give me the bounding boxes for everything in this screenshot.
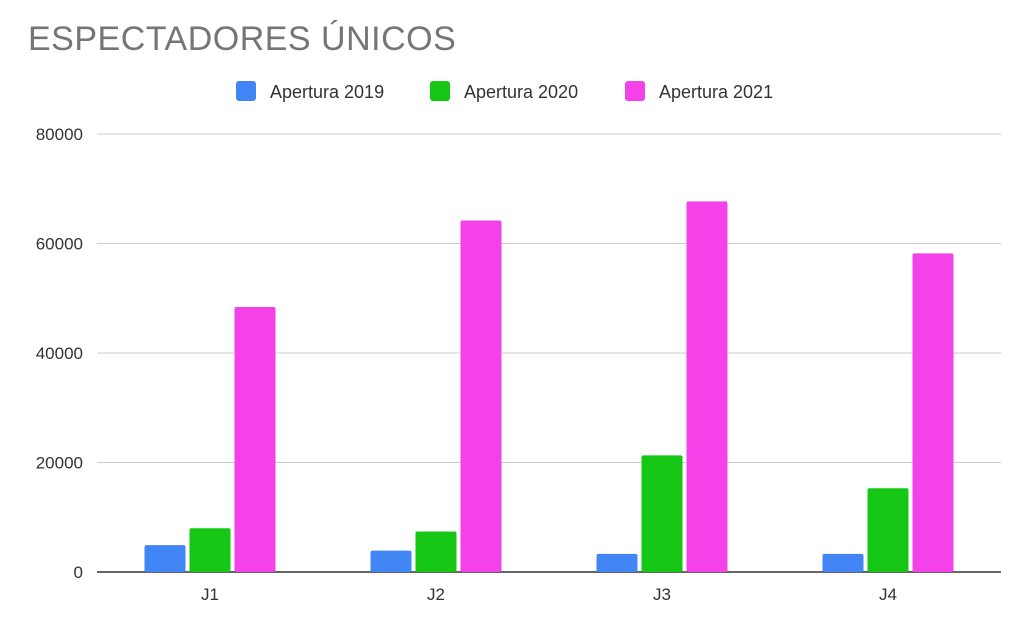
bar-j1-series-1 — [144, 545, 186, 572]
bar-j3-series-2 — [641, 455, 683, 572]
legend-label: Apertura 2021 — [659, 82, 773, 102]
bar-j3-series-1 — [596, 553, 638, 572]
chart-title: ESPECTADORES ÚNICOS — [28, 20, 457, 58]
y-tick-label: 60000 — [36, 235, 83, 254]
legend-label: Apertura 2019 — [270, 82, 384, 102]
legend-label: Apertura 2020 — [464, 82, 578, 102]
bar-j1-series-3 — [234, 307, 276, 572]
y-tick-label: 80000 — [36, 125, 83, 144]
legend: Apertura 2019 Apertura 2020 Apertura 2021 — [236, 81, 773, 102]
y-tick-label: 0 — [74, 563, 83, 582]
x-tick-label: J2 — [427, 585, 445, 604]
legend-swatch — [236, 81, 256, 101]
x-axis-ticks: J1 J2 J3 J4 — [201, 585, 897, 604]
y-tick-label: 20000 — [36, 454, 83, 473]
bar-j4-series-1 — [822, 553, 864, 572]
bar-j1-series-2 — [189, 528, 231, 572]
y-axis-ticks: 0 20000 40000 60000 80000 — [36, 125, 83, 582]
gridlines — [97, 133, 1001, 573]
bar-j3-series-3 — [686, 201, 728, 572]
bar-j2-series-3 — [460, 220, 502, 572]
x-tick-label: J3 — [653, 585, 671, 604]
bar-j4-series-2 — [867, 488, 909, 572]
legend-swatch — [625, 81, 645, 101]
bars — [144, 201, 954, 573]
y-tick-label: 40000 — [36, 344, 83, 363]
legend-swatch — [430, 81, 450, 101]
bar-j2-series-1 — [370, 550, 412, 572]
x-tick-label: J1 — [201, 585, 219, 604]
x-tick-label: J4 — [879, 585, 897, 604]
bar-j4-series-3 — [912, 253, 954, 573]
bar-j2-series-2 — [415, 531, 457, 572]
